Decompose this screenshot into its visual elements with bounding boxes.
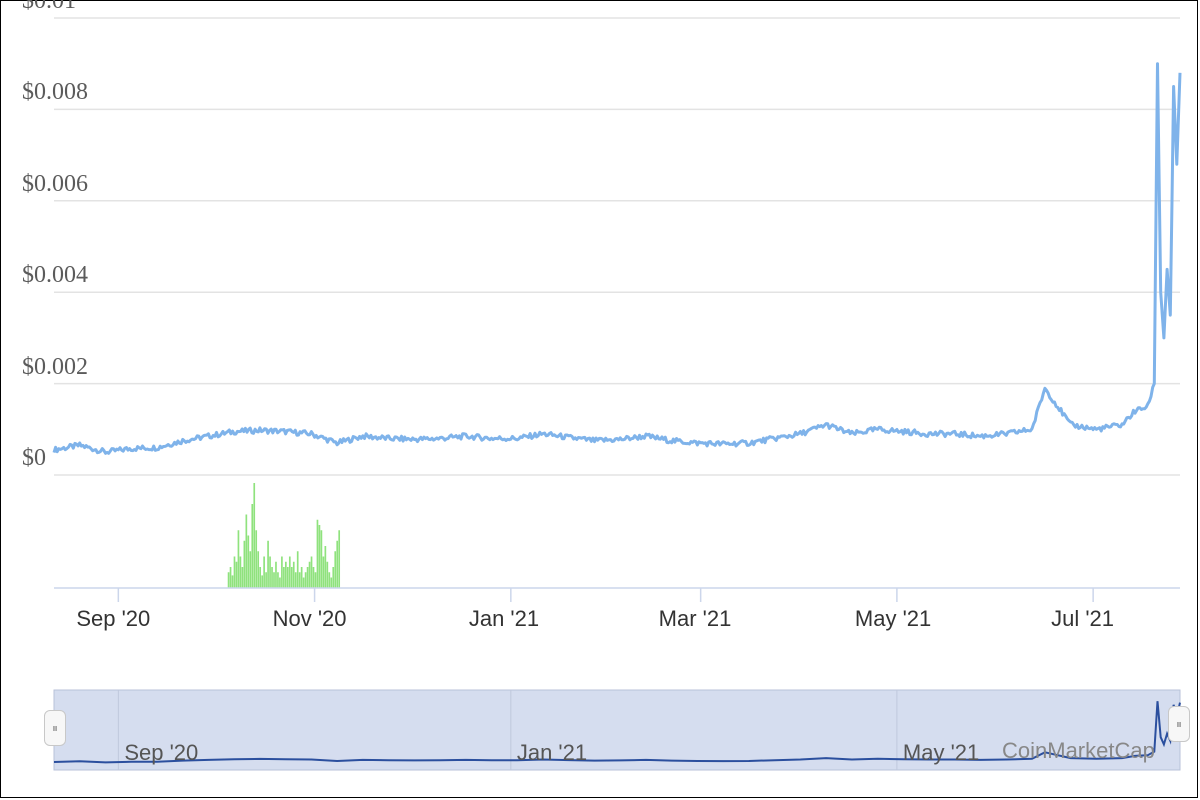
volume-bar [324, 546, 327, 588]
volume-bar [265, 572, 267, 588]
volume-bar [257, 551, 260, 588]
x-tick-label: May '21 [854, 606, 932, 631]
volume-bar [281, 556, 283, 588]
y-tick-label: $0.006 [22, 170, 88, 197]
volume-bar [279, 577, 281, 588]
volume-bar [298, 572, 301, 588]
grip-icon: ⏸ [1175, 716, 1182, 731]
navigator-left-handle[interactable]: ⏸ [44, 710, 66, 746]
volume-bar [233, 556, 236, 588]
y-tick-label: $0.01 [22, 0, 76, 14]
volume-bar [308, 561, 311, 588]
x-tick-label: Jul '21 [1051, 606, 1115, 631]
volume-bar [294, 572, 297, 588]
volume-bar [247, 535, 250, 588]
x-tick-label: Sep '20 [76, 606, 151, 631]
volume-bar [231, 575, 234, 588]
navigator-window [53, 689, 1181, 771]
volume-bar [336, 540, 339, 588]
volume-bar [227, 572, 230, 588]
volume-bar [296, 551, 299, 588]
navigator-tick-label: Jan '21 [516, 740, 588, 765]
volume-bar [332, 567, 335, 588]
volume-bar [229, 567, 232, 588]
volume-bar [302, 577, 305, 588]
volume-bar [312, 567, 315, 588]
volume-bar [245, 514, 248, 588]
volume-bar [275, 561, 277, 588]
volume-bar [290, 567, 293, 588]
volume-bar [300, 567, 303, 588]
volume-bar [285, 561, 287, 588]
volume-bar [330, 577, 333, 588]
volume-bar [318, 525, 321, 588]
volume-bar [334, 551, 337, 588]
volume-bar [286, 567, 289, 588]
navigator-tick-label: May '21 [902, 740, 980, 765]
navigator-right-handle[interactable]: ⏸ [1168, 706, 1190, 742]
volume-bar [253, 483, 256, 588]
volume-bar [328, 572, 331, 588]
volume-bar [314, 572, 317, 588]
y-tick-label: $0.002 [22, 353, 88, 380]
volume-bar [306, 567, 309, 588]
watermark-logo-text: CoinMarketCap [1002, 738, 1155, 763]
volume-bar [320, 530, 323, 588]
volume-bar [269, 556, 271, 588]
volume-bar [263, 556, 265, 588]
volume-bar [283, 567, 285, 588]
volume-bar [239, 556, 242, 588]
volume-bar [316, 519, 319, 588]
volume-bar [255, 530, 258, 588]
volume-bar [251, 504, 254, 588]
volume-bar [249, 551, 252, 588]
navigator-series-line [53, 701, 1181, 764]
volume-bar [310, 556, 313, 588]
volume-bar [304, 572, 307, 588]
navigator-tick-label: Sep '20 [124, 740, 199, 765]
volume-bar [292, 561, 295, 588]
grip-icon: ⏸ [51, 720, 58, 735]
volume-bar [271, 567, 273, 588]
volume-bar [273, 572, 275, 588]
volume-bar [326, 561, 329, 588]
volume-bar [322, 556, 325, 588]
price-line [52, 62, 1182, 455]
volume-bar [237, 530, 240, 588]
volume-bar [277, 572, 279, 588]
y-tick-label: $0 [22, 445, 46, 471]
volume-bar [235, 561, 238, 588]
y-tick-label: $0.008 [22, 79, 88, 106]
x-tick-label: Jan '21 [468, 606, 540, 631]
x-tick-label: Nov '20 [272, 606, 347, 631]
volume-bar [241, 567, 244, 588]
volume-bar [259, 567, 262, 588]
x-tick-label: Mar '21 [658, 606, 732, 631]
y-tick-label: $0.004 [22, 262, 88, 289]
volume-bar [288, 556, 291, 588]
volume-bar [267, 540, 269, 588]
volume-bar [243, 540, 246, 588]
volume-bar [261, 575, 263, 588]
volume-bar [338, 530, 341, 588]
